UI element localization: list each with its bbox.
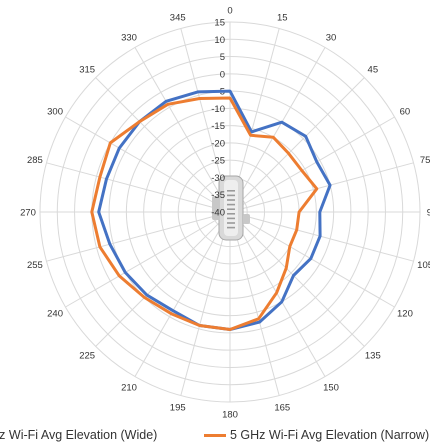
series-line-narrow — [90, 96, 319, 331]
angle-label: 0 — [227, 6, 232, 17]
legend-swatch-narrow — [204, 434, 226, 437]
router-device-image — [212, 175, 250, 241]
grid-spoke — [95, 77, 231, 213]
angle-label: 15 — [277, 12, 288, 23]
angle-label: 330 — [121, 33, 137, 44]
angle-label: 300 — [47, 107, 63, 118]
radial-tick-label: -30 — [211, 173, 225, 184]
grid-spoke — [65, 116, 231, 213]
angle-label: 90 — [427, 208, 430, 219]
radial-tick-label: 5 — [220, 52, 225, 63]
angle-label: 240 — [47, 309, 63, 320]
grid-spoke — [180, 211, 231, 396]
grid-spoke — [229, 77, 365, 213]
angle-label: 285 — [27, 155, 43, 166]
angle-label: 270 — [20, 208, 36, 219]
angle-label: 45 — [368, 65, 379, 76]
grid-spoke — [229, 211, 280, 396]
legend: 5 GHz Wi-Fi Avg Elevation (Wide) 5 GHz W… — [0, 425, 430, 446]
angle-label: 195 — [170, 403, 186, 414]
legend-item-narrow: 5 GHz Wi-Fi Avg Elevation (Narrow) — [230, 428, 429, 442]
grid-spoke — [95, 211, 231, 347]
angle-label: 165 — [274, 403, 290, 414]
legend-item-wide: 5 GHz Wi-Fi Avg Elevation (Wide) — [0, 428, 157, 442]
radial-tick-label: -20 — [211, 138, 225, 149]
angle-label: 150 — [323, 382, 339, 393]
angle-label: 210 — [121, 382, 137, 393]
angle-label: 30 — [326, 33, 337, 44]
radial-tick-label: -10 — [211, 104, 225, 115]
angle-labels: 0153045607590105120135150165180195210225… — [20, 6, 430, 421]
radial-tick-label: 0 — [220, 69, 225, 80]
angle-label: 255 — [27, 260, 43, 271]
radial-tick-label: -35 — [211, 190, 225, 201]
series-lines — [90, 89, 332, 331]
radial-tick-label: -40 — [211, 208, 225, 219]
radial-tick-label: 15 — [214, 18, 225, 29]
angle-label: 105 — [417, 260, 430, 271]
grid-spoke — [134, 47, 231, 213]
grid-spoke — [229, 211, 326, 377]
legend-wide-label: 5 GHz Wi-Fi Avg Elevation (Wide) — [0, 428, 158, 442]
angle-label: 180 — [222, 410, 238, 421]
legend-narrow-label: 5 GHz Wi-Fi Avg Elevation (Narrow) — [230, 428, 430, 442]
grid-spoke — [65, 211, 231, 308]
grid-spoke — [229, 211, 414, 262]
grid-spoke — [229, 162, 414, 213]
grid-spoke — [229, 47, 326, 213]
angle-label: 120 — [397, 309, 413, 320]
angle-label: 225 — [79, 350, 95, 361]
radial-tick-label: 10 — [214, 35, 225, 46]
grid-spoke — [46, 162, 231, 213]
radial-tick-label: -15 — [211, 121, 225, 132]
angle-label: 135 — [365, 350, 381, 361]
grid-spoke — [46, 211, 231, 262]
angle-label: 345 — [170, 12, 186, 23]
radial-tick-label: -25 — [211, 156, 225, 167]
angle-label: 75 — [420, 155, 430, 166]
grid-spoke — [134, 211, 231, 377]
grid-spoke — [229, 211, 395, 308]
angle-label: 315 — [79, 65, 95, 76]
angle-label: 60 — [400, 107, 411, 118]
grid-spoke — [229, 116, 395, 213]
grid-spoke — [229, 211, 365, 347]
